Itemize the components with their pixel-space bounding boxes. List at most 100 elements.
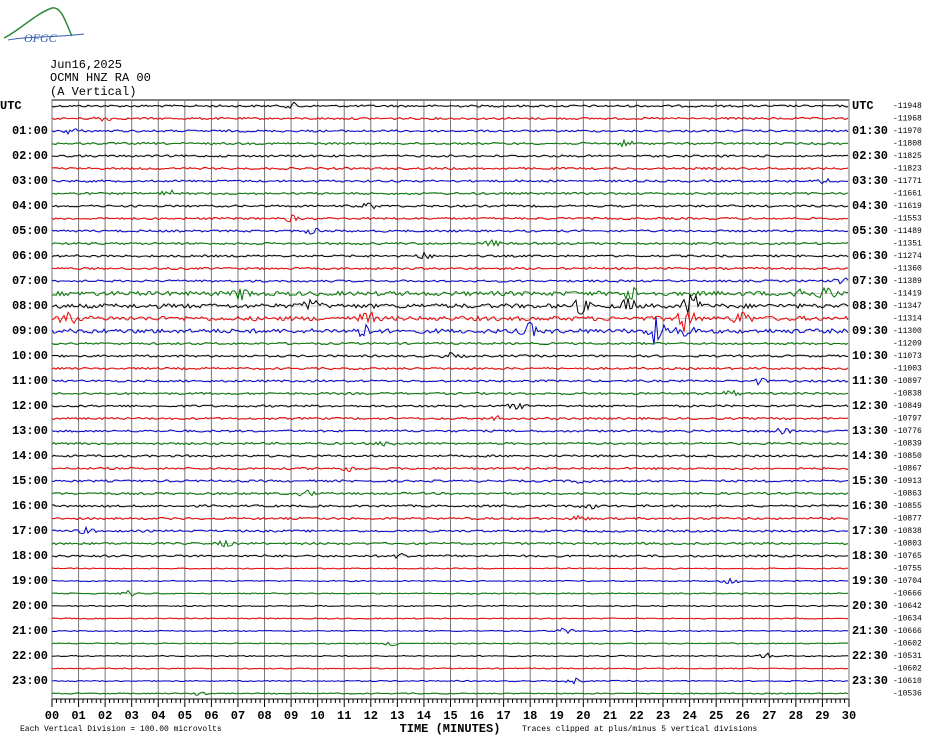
left-time-label: 09:00 — [12, 324, 48, 338]
x-tick-label: 13 — [390, 709, 404, 723]
trace-offset: -11771 — [893, 177, 922, 186]
left-time-label: 21:00 — [12, 624, 48, 638]
trace — [51, 479, 849, 484]
right-time-label: 10:30 — [852, 349, 888, 363]
left-time-label: 17:00 — [12, 524, 48, 538]
x-tick-label: 07 — [231, 709, 245, 723]
trace-offset: -10610 — [893, 677, 922, 686]
left-time-label: 01:00 — [12, 124, 48, 138]
x-tick-label: 03 — [124, 709, 138, 723]
right-time-label: 11:30 — [852, 374, 888, 388]
right-time-label: 07:30 — [852, 274, 888, 288]
x-tick-label: 10 — [310, 709, 324, 723]
trace-offset: -10803 — [893, 540, 922, 549]
trace — [51, 239, 849, 247]
x-tick-label: 28 — [789, 709, 803, 723]
trace — [51, 293, 849, 315]
trace-offset: -10765 — [893, 552, 922, 561]
right-time-label: 02:30 — [852, 149, 888, 163]
trace-offset: -10602 — [893, 665, 922, 674]
right-time-label: 20:30 — [852, 599, 888, 613]
component: (A Vertical) — [50, 85, 136, 99]
trace — [51, 552, 848, 560]
right-time-label: 18:30 — [852, 549, 888, 563]
x-tick-label: 04 — [151, 709, 165, 723]
x-tick-label: 12 — [364, 709, 378, 723]
logo-text: OFGC — [24, 31, 58, 45]
trace — [51, 202, 849, 210]
left-time-label: 11:00 — [12, 374, 48, 388]
right-time-label: 12:30 — [852, 399, 888, 413]
left-time-label: 02:00 — [12, 149, 48, 163]
trace — [51, 627, 849, 635]
x-axis-title: TIME (MINUTES) — [400, 722, 501, 736]
trace-offset: -10642 — [893, 602, 922, 611]
trace — [51, 504, 849, 510]
right-time-label: 15:30 — [852, 474, 888, 488]
trace — [52, 577, 848, 584]
trace-offset: -10877 — [893, 515, 922, 524]
x-tick-label: 26 — [736, 709, 750, 723]
station: OCMN HNZ RA 00 — [50, 71, 151, 85]
trace-offset: -10666 — [893, 590, 922, 599]
left-time-label: 03:00 — [12, 174, 48, 188]
trace — [51, 116, 849, 122]
trace — [51, 652, 849, 659]
trace-offset: -11314 — [893, 315, 922, 324]
left-time-label: 04:00 — [12, 199, 48, 213]
right-time-label: 04:30 — [852, 199, 888, 213]
right-time-label: 05:30 — [852, 224, 888, 238]
trace — [51, 227, 849, 235]
left-time-label: 16:00 — [12, 499, 48, 513]
logo: OFGC — [3, 7, 85, 45]
scale-note: Each Vertical Division = 100.00 microvol… — [20, 725, 222, 734]
right-time-label: 22:30 — [852, 649, 888, 663]
trace — [51, 691, 849, 696]
trace — [51, 366, 849, 371]
trace — [51, 277, 849, 285]
trace — [51, 177, 849, 185]
trace — [52, 377, 849, 386]
trace-offset: -10839 — [893, 440, 922, 449]
x-tick-label: 15 — [443, 709, 457, 723]
right-time-label: UTC — [852, 99, 874, 113]
trace — [51, 351, 849, 359]
trace — [51, 189, 849, 196]
trace — [51, 341, 849, 346]
trace — [51, 440, 849, 447]
trace-offset: -10838 — [893, 527, 922, 536]
trace-offset: -11389 — [893, 277, 922, 286]
trace — [52, 604, 849, 608]
trace-offset: -11274 — [893, 252, 922, 261]
x-tick-label: 19 — [550, 709, 564, 723]
x-tick-label: 18 — [523, 709, 537, 723]
trace — [51, 617, 849, 620]
trace-offset: -10849 — [893, 402, 922, 411]
trace-offset: -10897 — [893, 377, 922, 386]
trace — [51, 466, 849, 473]
left-time-label: 15:00 — [12, 474, 48, 488]
trace-offset: -11661 — [893, 190, 922, 199]
trace-offset: -11823 — [893, 165, 922, 174]
trace — [51, 514, 849, 521]
x-tick-label: 22 — [629, 709, 643, 723]
left-time-label: 19:00 — [12, 574, 48, 588]
x-tick-label: 02 — [98, 709, 112, 723]
trace — [51, 266, 849, 271]
right-time-label: 19:30 — [852, 574, 888, 588]
trace — [51, 677, 849, 685]
trace — [51, 166, 849, 171]
trace-offset: -10666 — [893, 627, 922, 636]
x-tick-label: 29 — [815, 709, 829, 723]
trace-offset: -10797 — [893, 415, 922, 424]
trace — [51, 539, 849, 548]
left-time-label: 14:00 — [12, 449, 48, 463]
trace-offset: -11351 — [893, 240, 922, 249]
trace-offset: -10913 — [893, 477, 922, 486]
x-tick-label: 08 — [257, 709, 271, 723]
trace-offset: -11968 — [893, 115, 922, 124]
right-time-label: 16:30 — [852, 499, 888, 513]
trace — [51, 389, 849, 397]
trace-offset: -10855 — [893, 502, 922, 511]
